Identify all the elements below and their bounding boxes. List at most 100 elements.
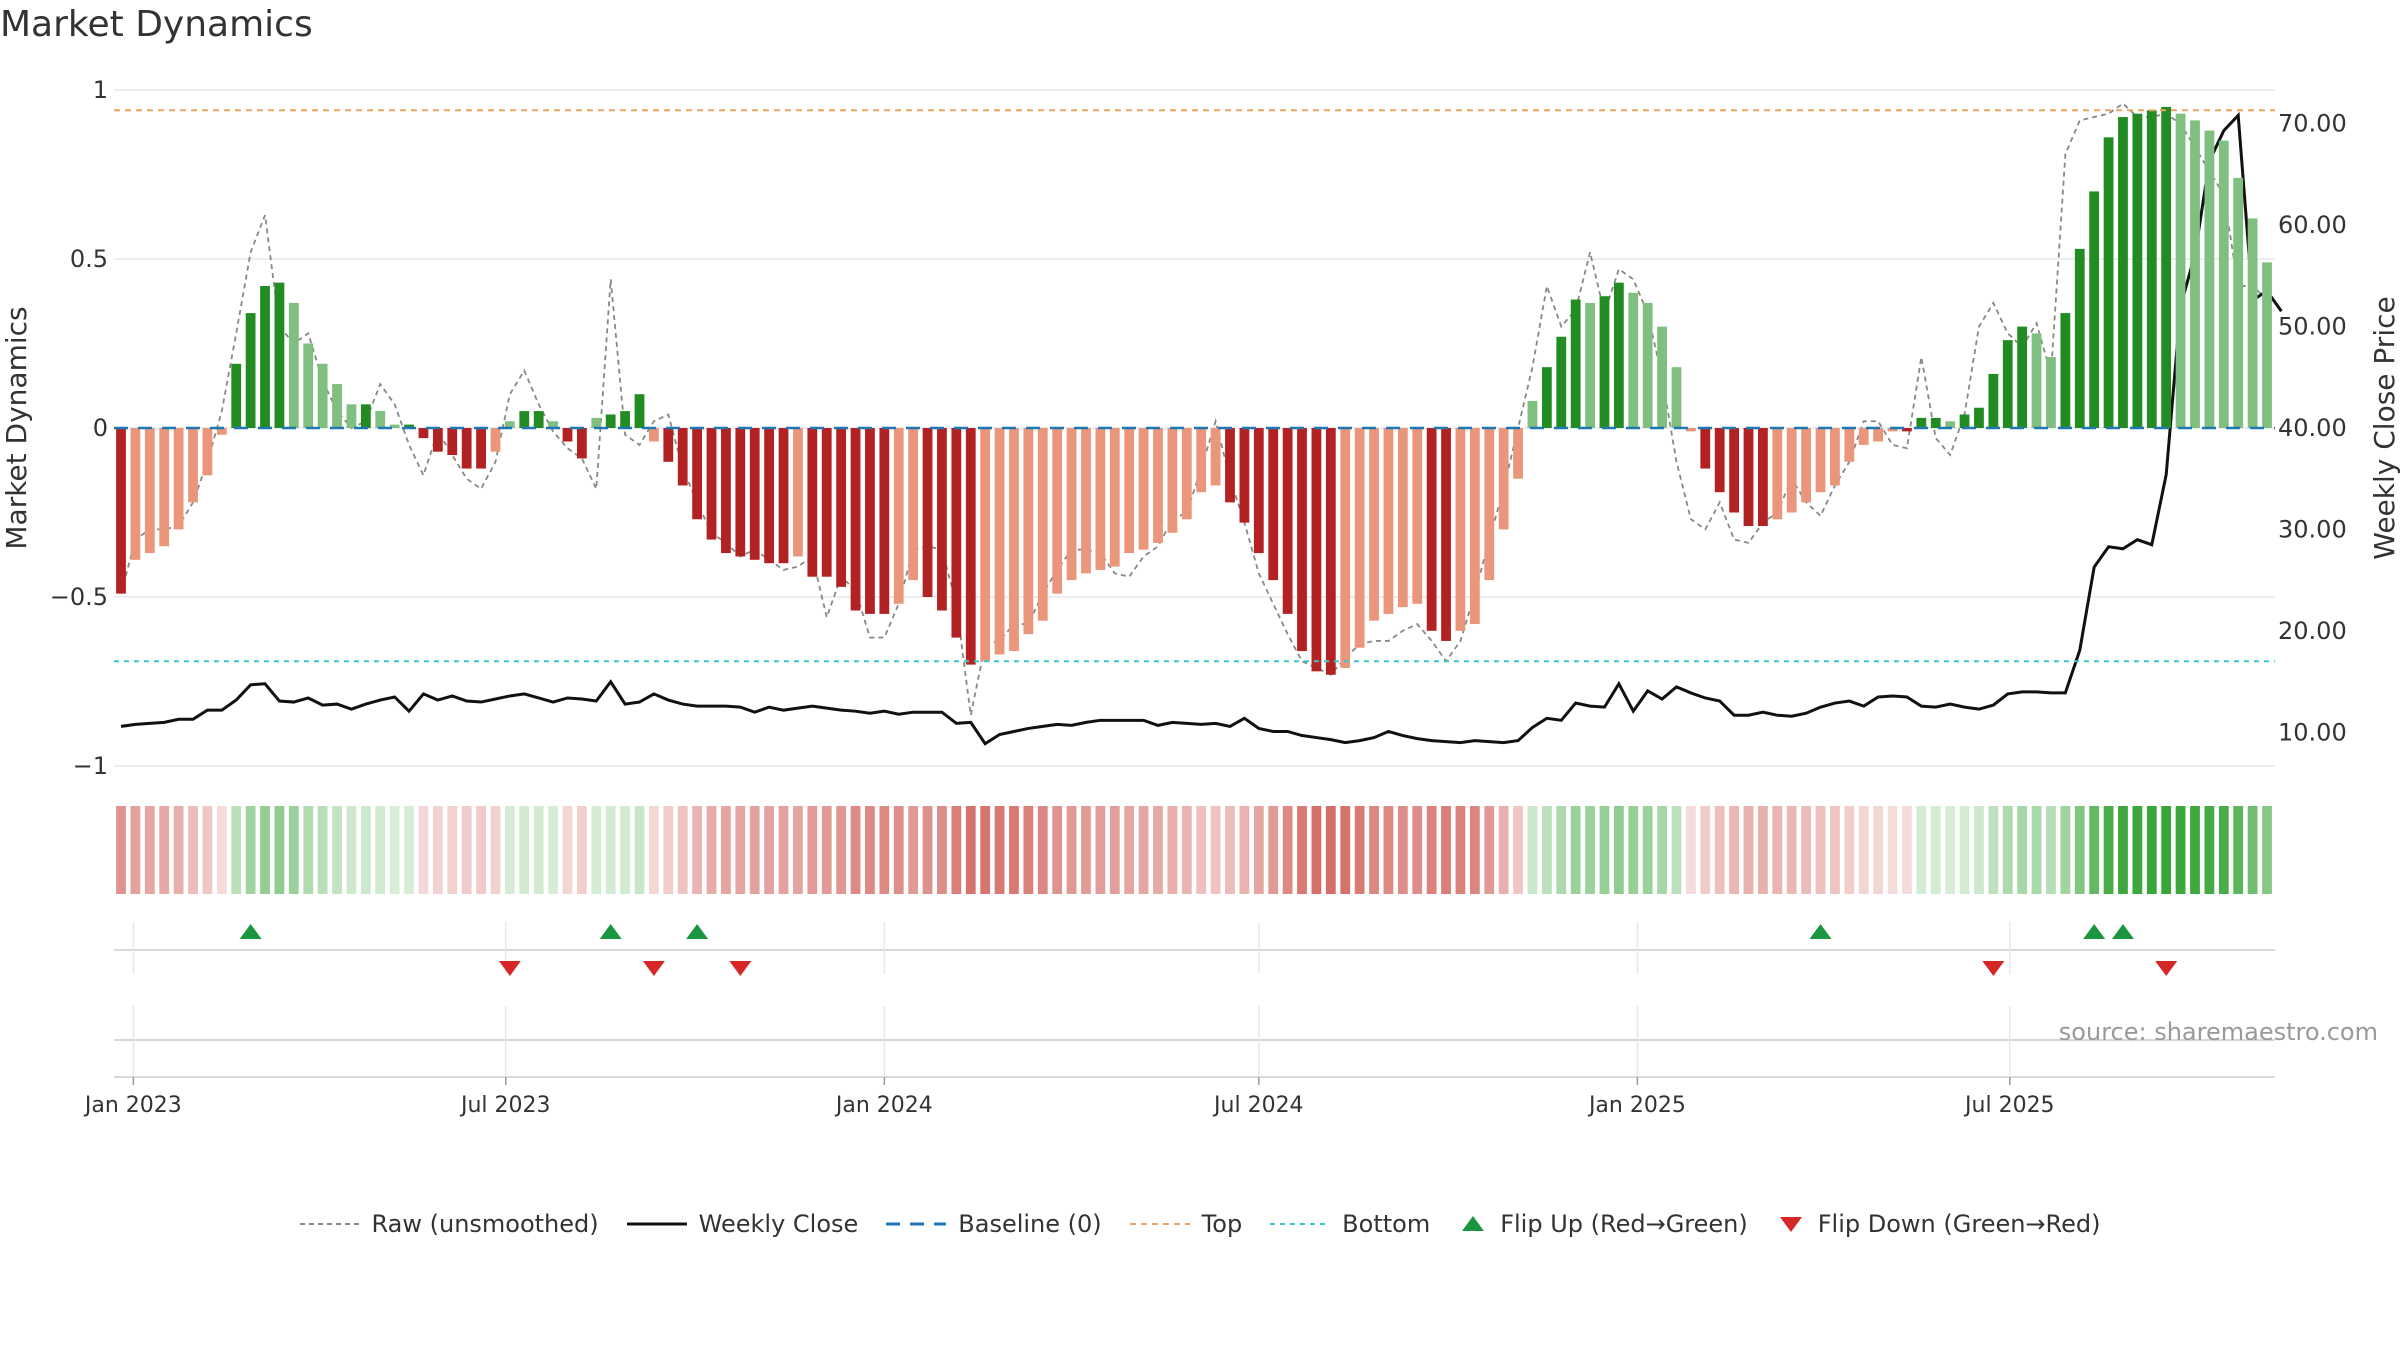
regime-cell xyxy=(749,806,760,894)
momentum-bar xyxy=(360,404,371,428)
momentum-bar xyxy=(2017,326,2028,428)
momentum-bar xyxy=(1354,428,1365,648)
regime-cell xyxy=(1945,806,1956,894)
momentum-bar xyxy=(677,428,688,486)
momentum-bar xyxy=(1167,428,1178,533)
momentum-bar xyxy=(260,286,270,428)
momentum-bar xyxy=(807,428,818,577)
momentum-bar xyxy=(130,428,141,560)
momentum-bar xyxy=(1887,428,1898,432)
regime-cell xyxy=(1786,806,1797,894)
regime-cell xyxy=(1685,806,1696,894)
regime-cell xyxy=(807,806,818,894)
momentum-bar xyxy=(1801,428,1812,503)
momentum-bar xyxy=(2204,130,2215,428)
legend-item-top: Top xyxy=(1129,1210,1242,1238)
regime-cell xyxy=(533,806,544,894)
regime-cell xyxy=(2175,806,2186,894)
momentum-bar xyxy=(922,428,933,597)
regime-cell xyxy=(850,806,861,894)
right-axis-label: Weekly Close Price xyxy=(2368,296,2400,559)
momentum-bar xyxy=(692,428,703,520)
momentum-bar xyxy=(2060,313,2071,428)
momentum-bar xyxy=(1916,417,1927,428)
regime-cell xyxy=(1066,806,1077,894)
regime-cell xyxy=(1369,806,1379,894)
momentum-bar xyxy=(1109,428,1120,567)
momentum-bar xyxy=(649,428,659,442)
momentum-bar xyxy=(1412,428,1423,604)
momentum-bar xyxy=(2089,191,2100,428)
momentum-bar xyxy=(951,428,962,638)
momentum-bar xyxy=(908,428,919,581)
momentum-bar xyxy=(620,411,630,428)
right-tick-label: 70.00 xyxy=(2278,110,2347,138)
momentum-bar xyxy=(274,282,285,428)
regime-cell xyxy=(1167,806,1178,894)
regime-cell xyxy=(1743,806,1754,894)
momentum-bar xyxy=(432,428,443,452)
legend-item-bottom: Bottom xyxy=(1270,1210,1430,1238)
x-tick-label: Jan 2025 xyxy=(1587,1093,1686,1118)
momentum-bar xyxy=(1052,428,1063,594)
momentum-bar xyxy=(1628,292,1639,428)
momentum-bar xyxy=(706,428,717,540)
regime-cell xyxy=(605,806,616,894)
regime-cell xyxy=(1570,806,1581,894)
regime-color-strip xyxy=(116,806,2272,894)
regime-cell xyxy=(144,806,155,894)
regime-cell xyxy=(1383,806,1394,894)
regime-cell xyxy=(1974,806,1984,894)
regime-cell xyxy=(2132,806,2143,894)
regime-cell xyxy=(1268,806,1279,894)
regime-cell xyxy=(1556,806,1567,894)
momentum-bar xyxy=(476,428,486,469)
regime-cell xyxy=(1469,806,1480,894)
regime-cell xyxy=(692,806,703,894)
momentum-bar xyxy=(893,428,904,604)
momentum-bar xyxy=(1786,428,1797,513)
momentum-bar xyxy=(2074,248,2085,428)
regime-cell xyxy=(2089,806,2100,894)
regime-cell xyxy=(922,806,933,894)
regime-cell xyxy=(447,806,458,894)
momentum-bar xyxy=(2161,106,2172,429)
regime-cell xyxy=(2262,806,2272,894)
regime-cell xyxy=(649,806,659,894)
legend-symbol xyxy=(1462,1216,1485,1231)
momentum-bar xyxy=(1225,428,1235,503)
regime-cell xyxy=(1902,806,1912,894)
momentum-bar xyxy=(1181,428,1192,520)
regime-cell xyxy=(1239,806,1250,894)
momentum-bar xyxy=(1570,299,1581,428)
regime-cell xyxy=(1153,806,1163,894)
momentum-bar xyxy=(663,428,674,462)
regime-cell xyxy=(562,806,573,894)
regime-cell xyxy=(159,806,170,894)
momentum-bar xyxy=(764,428,775,564)
momentum-bar xyxy=(1037,428,1048,621)
momentum-bar xyxy=(1426,428,1437,631)
regime-cell xyxy=(116,806,126,894)
momentum-bar xyxy=(1930,417,1941,428)
regime-cell xyxy=(2031,806,2042,894)
regime-cell xyxy=(951,806,962,894)
x-tick-label: Jan 2024 xyxy=(834,1093,933,1118)
momentum-bar xyxy=(1325,428,1336,675)
regime-cell xyxy=(1210,806,1221,894)
momentum-bar xyxy=(173,428,184,530)
left-tick-label: 0.5 xyxy=(70,245,108,273)
momentum-bar xyxy=(1210,428,1221,486)
momentum-bar xyxy=(1397,428,1408,608)
momentum-bar xyxy=(634,394,645,428)
regime-cell xyxy=(188,806,198,894)
regime-cell xyxy=(735,806,746,894)
regime-cell xyxy=(1887,806,1898,894)
momentum-bar xyxy=(1613,282,1624,428)
momentum-bar xyxy=(1974,407,1984,428)
regime-cell xyxy=(576,806,587,894)
legend-symbol xyxy=(1270,1223,1331,1225)
momentum-bar xyxy=(2046,357,2056,428)
momentum-bar xyxy=(1253,428,1264,554)
regime-cell xyxy=(1700,806,1711,894)
